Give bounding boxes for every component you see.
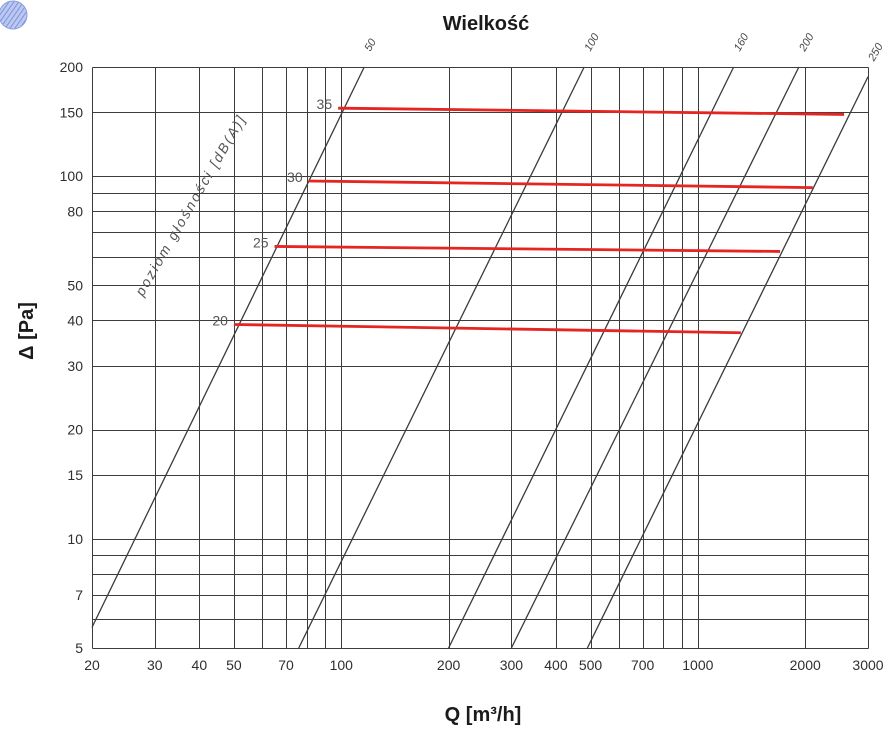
x-tick-label: 3000: [852, 657, 883, 673]
noise-line-35: [338, 106, 845, 116]
x-tick-label: 300: [500, 657, 524, 673]
size-line-160: [448, 66, 735, 649]
y-tick-label: 10: [67, 531, 83, 547]
horizontal-gridlines: [92, 67, 869, 649]
noise-level-lines: 35 30 25 20: [212, 96, 845, 335]
y-tick-labels: 5 7 10 15 20 30 40 50 80 100 150 200: [60, 59, 84, 656]
y-tick-label: 80: [67, 203, 83, 219]
x-tick-label: 700: [631, 657, 655, 673]
size-label: 50: [362, 36, 379, 53]
y-tick-label: 150: [60, 104, 84, 120]
x-tick-label: 30: [147, 657, 163, 673]
y-tick-label: 100: [60, 168, 84, 184]
size-line-100: [298, 66, 585, 649]
size-line-200: [510, 66, 800, 649]
x-tick-label: 50: [226, 657, 242, 673]
y-tick-label: 7: [75, 587, 83, 603]
size-label: 250: [866, 41, 887, 65]
y-tick-label: 20: [67, 422, 83, 438]
noise-line-30: [308, 179, 813, 190]
noise-label: 20: [212, 312, 228, 328]
y-tick-label: 50: [67, 277, 83, 293]
noise-level-caption: poziom głośności [dB(A)]: [131, 112, 248, 299]
x-tick-label: 20: [84, 657, 100, 673]
y-tick-label: 200: [60, 59, 84, 75]
noise-label: 35: [317, 96, 333, 112]
y-tick-label: 40: [67, 312, 83, 328]
y-tick-label: 5: [75, 640, 83, 656]
x-tick-label: 2000: [790, 657, 821, 673]
noise-line-20: [233, 323, 741, 335]
noise-label: 25: [253, 234, 269, 250]
vertical-gridlines: [92, 67, 869, 649]
noise-line-25: [274, 245, 781, 253]
x-tick-label: 1000: [682, 657, 713, 673]
size-line-250: [586, 76, 869, 649]
x-tick-label: 70: [278, 657, 294, 673]
y-tick-label: 30: [67, 358, 83, 374]
x-tick-label: 40: [192, 657, 208, 673]
x-axis-title: Q [m³/h]: [445, 704, 522, 726]
size-label: 100: [582, 31, 602, 54]
decorative-disc-icon: [0, 0, 28, 30]
x-tick-label: 200: [437, 657, 461, 673]
x-tick-labels: 20 30 40 50 70 100 200 300 400 500 700 1000 2000 3000: [84, 657, 884, 673]
y-axis-title: Δ [Pa]: [16, 302, 38, 360]
x-tick-label: 100: [330, 657, 354, 673]
noise-label: 30: [287, 169, 303, 185]
y-tick-label: 15: [67, 467, 83, 483]
size-label: 160: [732, 31, 752, 54]
x-tick-label: 400: [544, 657, 568, 673]
x-tick-label: 500: [579, 657, 603, 673]
chart-title: Wielkość: [443, 13, 530, 35]
size-line-50: [91, 66, 365, 628]
size-label: 200: [797, 31, 818, 55]
